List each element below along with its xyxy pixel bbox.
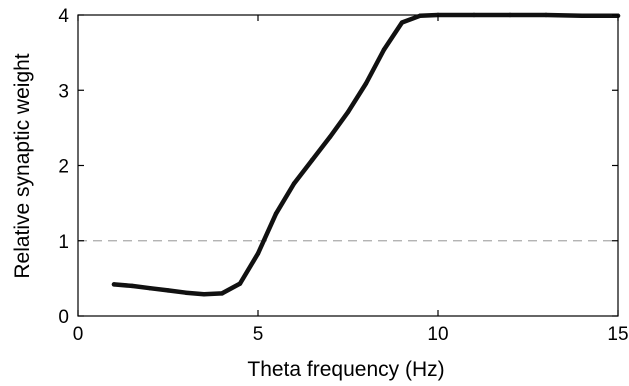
- data-point: [579, 13, 585, 18]
- data-point: [327, 134, 333, 140]
- x-tick-label: 10: [427, 324, 448, 345]
- plot-area: [77, 12, 621, 317]
- x-tick-label: 5: [253, 324, 264, 345]
- data-point: [291, 181, 297, 186]
- y-tick-label: 0: [58, 307, 69, 328]
- data-point: [129, 283, 135, 289]
- data-point: [417, 13, 423, 18]
- data-point: [183, 290, 189, 295]
- data-point: [507, 12, 513, 18]
- y-axis-label: Relative synaptic weight: [11, 53, 34, 278]
- y-tick-label: 3: [58, 81, 69, 102]
- data-point: [399, 20, 405, 25]
- data-point: [111, 282, 117, 287]
- data-point: [147, 285, 153, 291]
- data-point: [255, 251, 261, 256]
- data-point: [237, 281, 243, 286]
- data-point: [363, 81, 369, 86]
- data-point: [345, 109, 351, 115]
- y-tick-label: 2: [58, 157, 69, 178]
- x-tick-label: 15: [607, 324, 628, 345]
- data-point: [381, 47, 387, 52]
- data-point: [309, 158, 315, 163]
- axis-ticks: 0 5 10 15 0 1 2 3 4: [58, 6, 628, 345]
- data-point: [165, 288, 171, 293]
- data-point: [219, 291, 225, 296]
- y-tick-label: 4: [58, 6, 69, 27]
- data-point: [273, 211, 279, 216]
- plot-frame: [77, 14, 619, 317]
- y-tick-label: 1: [58, 232, 69, 253]
- series-line: [111, 12, 621, 297]
- data-point: [471, 12, 477, 18]
- data-point: [543, 12, 549, 18]
- data-point: [201, 291, 207, 297]
- x-axis-label: Theta frequency (Hz): [247, 358, 444, 381]
- x-tick-label: 0: [73, 324, 84, 345]
